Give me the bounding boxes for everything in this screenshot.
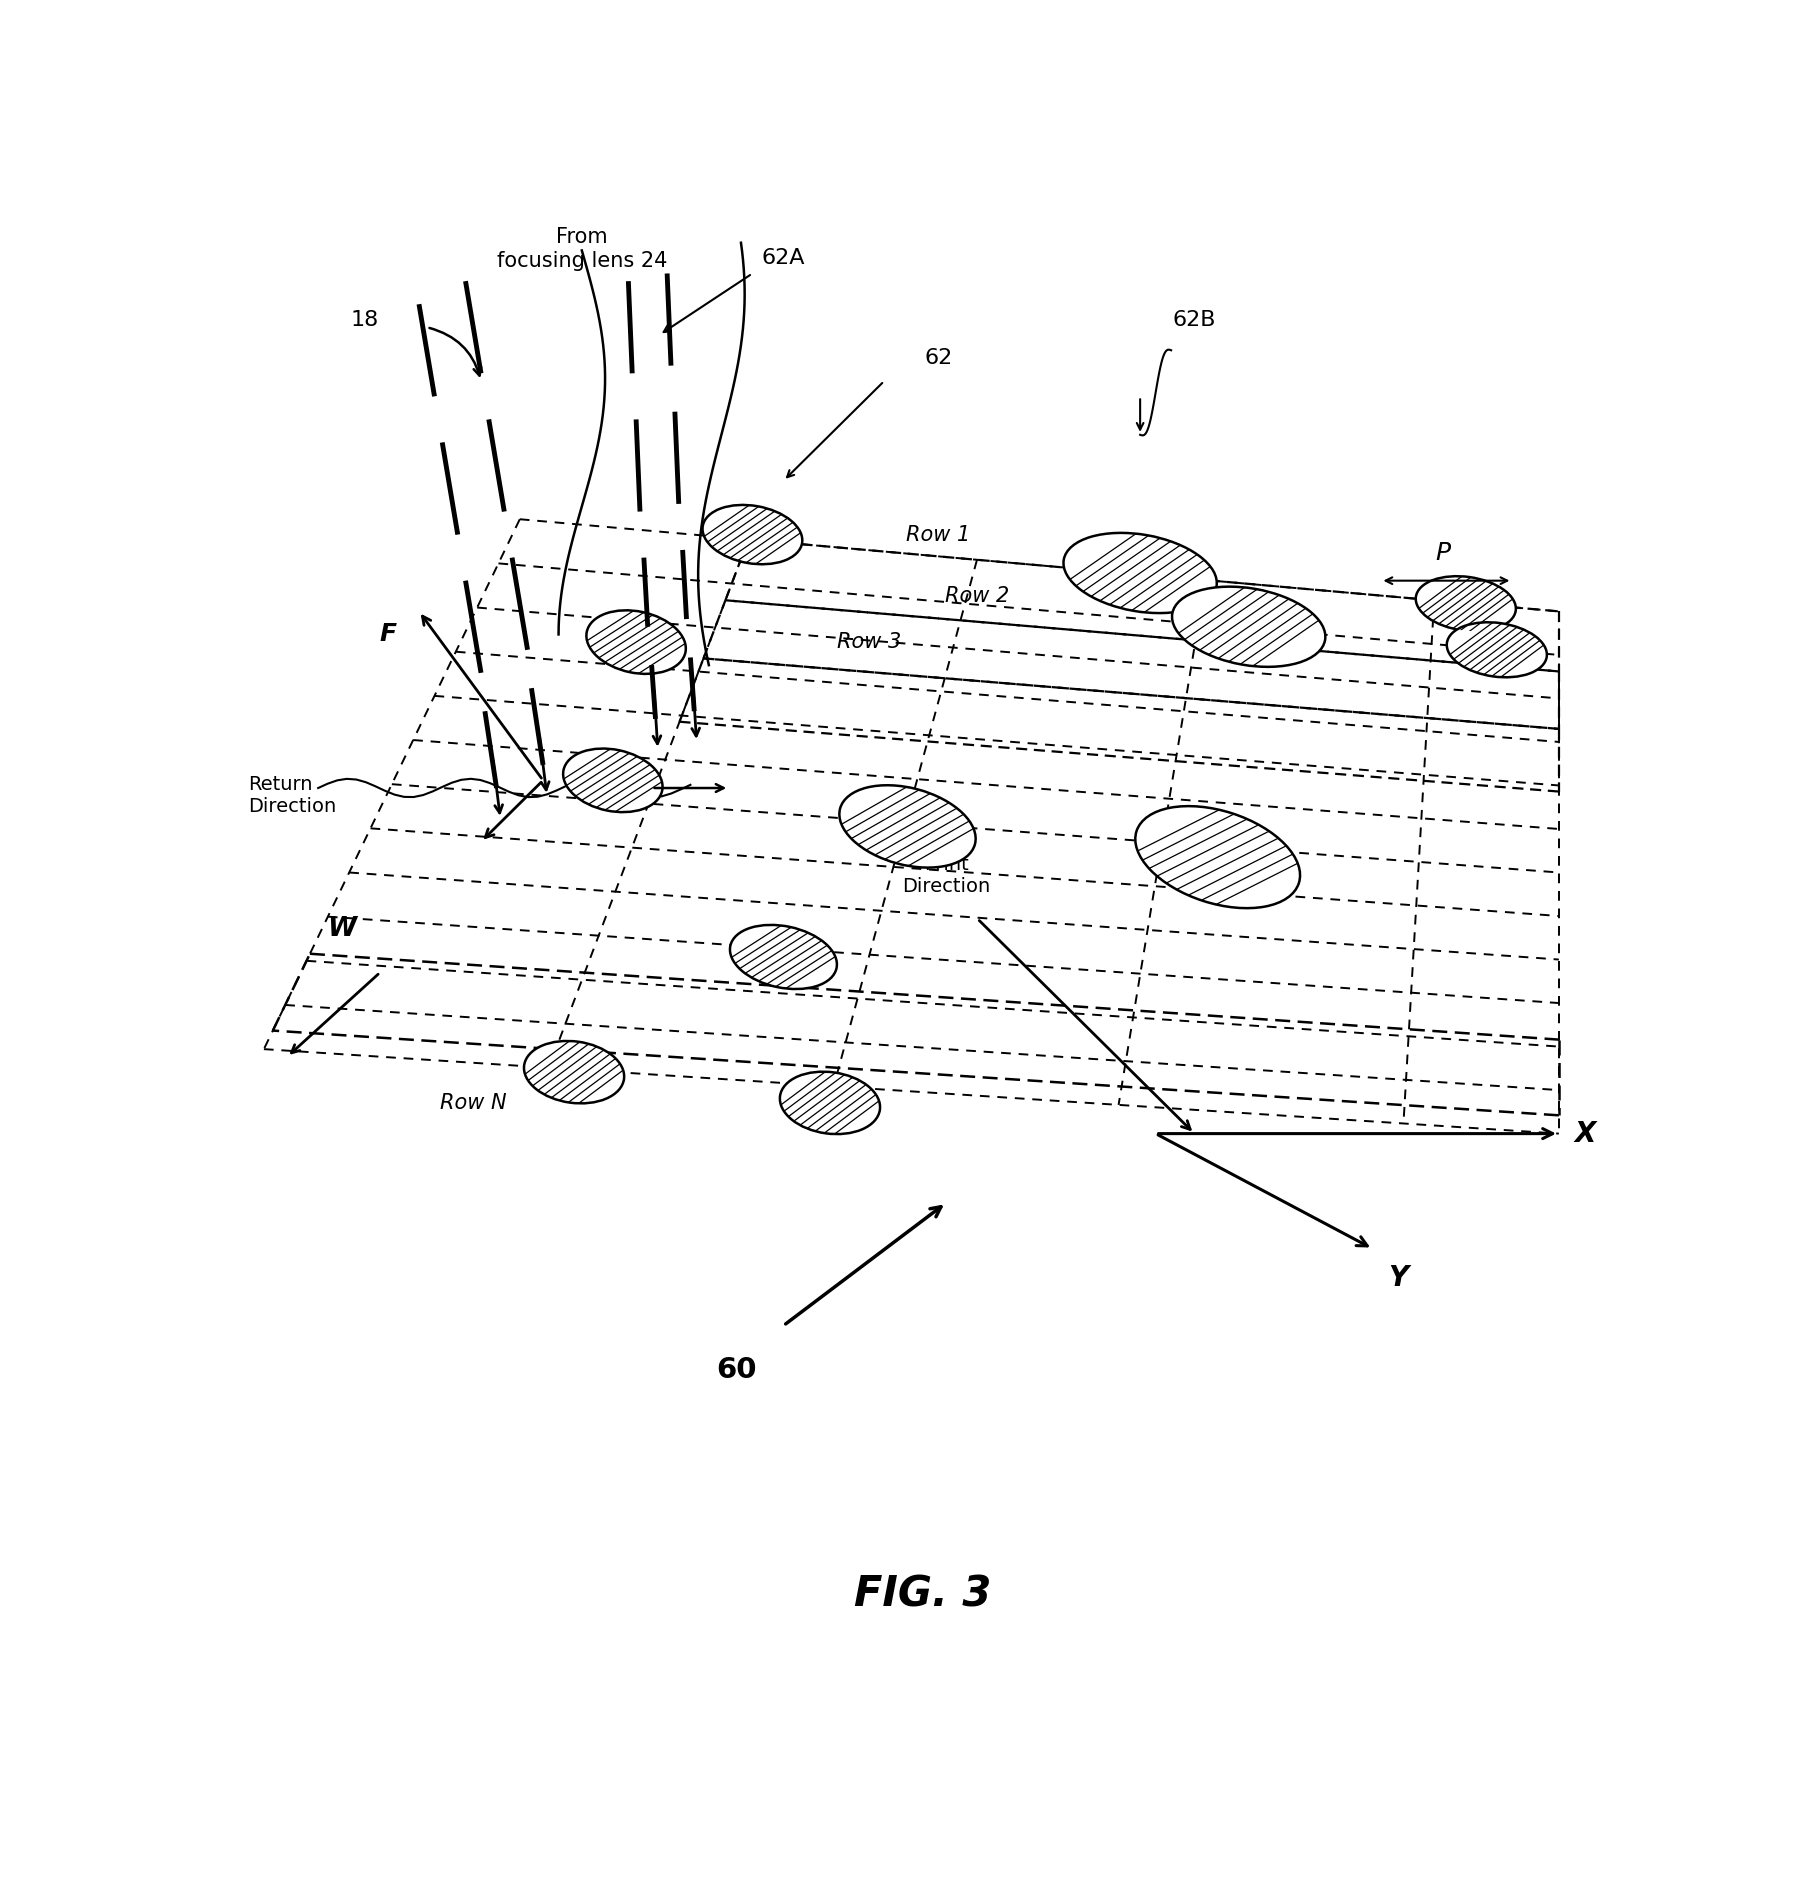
Text: Row N: Row N: [439, 1093, 506, 1112]
Text: Row 1: Row 1: [906, 525, 971, 544]
Ellipse shape: [1063, 532, 1217, 614]
Text: Return
Direction: Return Direction: [249, 775, 337, 817]
Ellipse shape: [1446, 622, 1547, 677]
Text: 62: 62: [924, 349, 953, 368]
Ellipse shape: [729, 925, 837, 989]
Text: From
focusing lens 24: From focusing lens 24: [497, 227, 666, 271]
Ellipse shape: [587, 610, 686, 675]
Text: Y: Y: [1389, 1264, 1408, 1292]
Ellipse shape: [1135, 805, 1300, 908]
Text: Row 2: Row 2: [946, 586, 1009, 606]
Ellipse shape: [1172, 587, 1326, 667]
Text: P: P: [1435, 542, 1450, 565]
Ellipse shape: [1416, 576, 1516, 631]
Ellipse shape: [702, 504, 801, 565]
Text: F: F: [380, 622, 396, 646]
Text: 60: 60: [717, 1357, 756, 1385]
Ellipse shape: [780, 1073, 881, 1133]
Text: Print
Direction: Print Direction: [902, 855, 991, 896]
Text: 62A: 62A: [762, 248, 805, 267]
Text: Row 3: Row 3: [837, 633, 900, 652]
Ellipse shape: [564, 749, 663, 813]
Text: 62B: 62B: [1172, 309, 1216, 330]
Text: FIG. 3: FIG. 3: [854, 1573, 992, 1615]
Text: W: W: [326, 915, 357, 942]
Ellipse shape: [839, 785, 976, 868]
Text: X: X: [1574, 1120, 1596, 1148]
Text: 18: 18: [351, 309, 378, 330]
Ellipse shape: [524, 1040, 625, 1103]
